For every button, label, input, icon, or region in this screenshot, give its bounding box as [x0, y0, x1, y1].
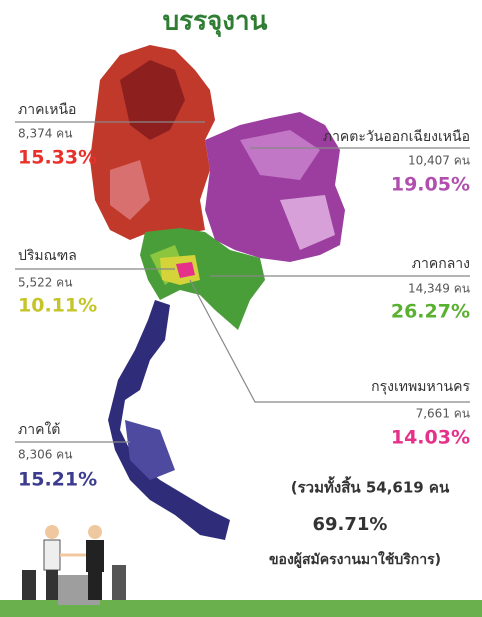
region-percent: 19.05%	[391, 174, 470, 196]
region-count: 5,522 คน	[18, 276, 72, 290]
region-count: 7,661 คน	[416, 407, 470, 421]
region-name: ภาคใต้	[18, 421, 60, 438]
region-count: 8,374 คน	[18, 127, 72, 141]
region-percent: 26.27%	[391, 301, 470, 323]
businessmen-illustration	[22, 525, 126, 605]
north-detail	[110, 160, 150, 220]
footer-strip	[0, 600, 482, 617]
region-name: ปริมณฑล	[18, 248, 77, 264]
leader-line	[189, 279, 470, 403]
region-name: กรุงเทพมหานคร	[371, 379, 470, 395]
northeast-detail	[240, 130, 320, 180]
region-percent: 14.03%	[391, 427, 470, 449]
title: บรรจุงาน	[163, 7, 268, 38]
north-detail	[120, 60, 185, 140]
region-count: 14,349 คน	[408, 282, 470, 296]
total-percent: 69.71%	[313, 514, 388, 535]
south-region	[108, 300, 230, 540]
region-count: 8,306 คน	[18, 448, 72, 462]
region-name: ภาคกลาง	[412, 256, 470, 272]
region-count: 10,407 คน	[408, 154, 470, 168]
region-name: ภาคเหนือ	[18, 102, 76, 118]
bangkok-region	[176, 262, 195, 278]
region-percent: 15.21%	[18, 469, 97, 491]
total-text: (รวมทั้งสิ้น 54,619 คน	[291, 476, 450, 497]
south-detail	[125, 420, 175, 480]
region-name: ภาคตะวันออกเฉียงเหนือ	[323, 129, 470, 145]
region-percent: 10.11%	[18, 295, 97, 317]
region-percent: 15.33%	[18, 147, 97, 169]
map	[90, 45, 345, 540]
northeast-detail	[280, 195, 335, 250]
total-caption: ของผู้สมัครงานมาใช้บริการ)	[269, 550, 441, 568]
